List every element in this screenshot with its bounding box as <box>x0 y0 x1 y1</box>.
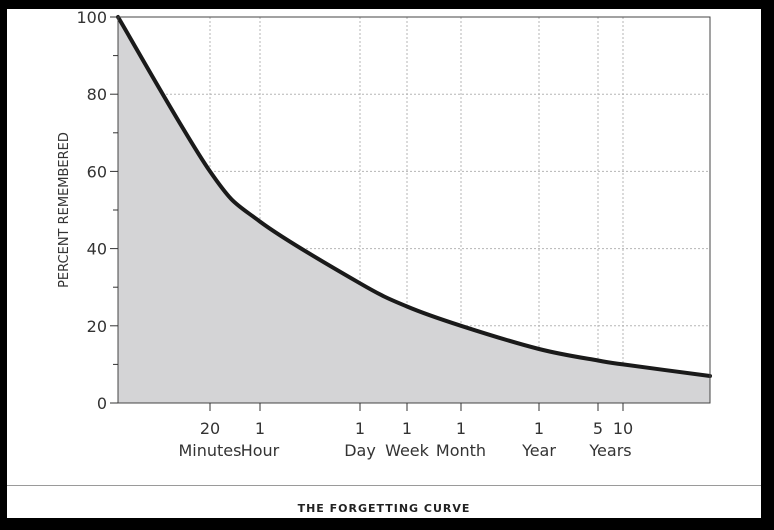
x-tick-label-unit: Year <box>521 441 556 460</box>
x-tick-label-value: 1 <box>534 419 544 438</box>
x-tick-label-unit: Month <box>436 441 486 460</box>
y-tick-label: 40 <box>87 240 107 259</box>
x-tick-label-value: 1 <box>255 419 265 438</box>
chart-title: THE FORGETTING CURVE <box>297 502 471 515</box>
forgetting-curve-line <box>116 15 712 378</box>
y-axis-label: PERCENT REMEMBERED <box>57 132 72 288</box>
y-tick-label: 0 <box>97 394 107 413</box>
y-tick-label: 60 <box>87 162 107 181</box>
caption-divider <box>7 485 761 486</box>
x-tick-label-unit: Week <box>385 441 430 460</box>
x-tick-label-value: 20 <box>200 419 220 438</box>
chart-frame: 0 20 40 60 80 100 20 1 1 1 1 1 5 10 Minutes Hour Day Wee… <box>7 9 761 518</box>
x-tick-label-unit: Hour <box>241 441 280 460</box>
grid-lines <box>118 17 710 403</box>
y-axis: 0 20 40 60 80 100 <box>76 9 118 413</box>
x-tick-label-value: 10 <box>613 419 633 438</box>
x-tick-label-value: 1 <box>402 419 412 438</box>
x-axis: 20 1 1 1 1 1 5 10 Minutes Hour Day Week Month Year Yea… <box>179 403 633 460</box>
x-tick-label-value: 1 <box>355 419 365 438</box>
forgetting-curve-chart: 0 20 40 60 80 100 20 1 1 1 1 1 5 10 Minutes Hour Day Wee… <box>57 9 712 460</box>
x-tick-label-value: 5 <box>593 419 603 438</box>
remembered-area <box>118 17 710 403</box>
y-tick-label: 80 <box>87 85 107 104</box>
x-tick-label-unit: Day <box>344 441 376 460</box>
x-tick-label-unit: Minutes <box>179 441 242 460</box>
y-tick-label: 20 <box>87 317 107 336</box>
y-tick-label: 100 <box>76 9 107 27</box>
x-tick-label-unit: Years <box>588 441 631 460</box>
x-tick-label-value: 1 <box>456 419 466 438</box>
